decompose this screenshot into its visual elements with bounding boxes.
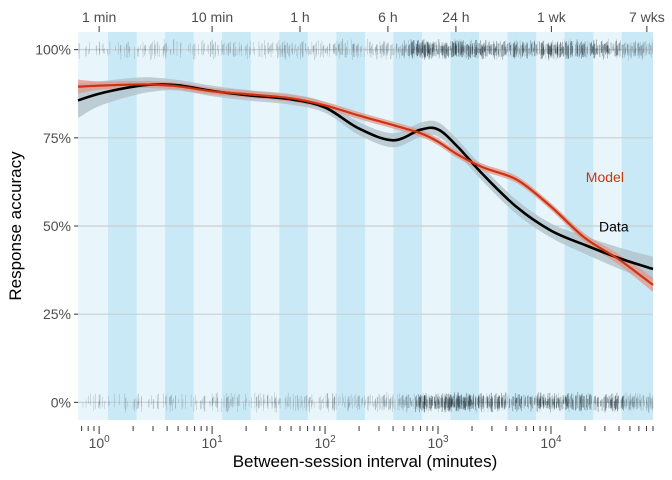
line-model [77,83,654,286]
rug-marks [78,38,654,413]
y-tick-label: 25% [43,306,71,322]
series-annotations: Model Data [586,169,629,234]
x-tick-label: 103 [427,434,449,451]
x-tick-label: 101 [202,434,224,451]
series-lines [77,83,654,286]
y-axis-title: Response accuracy [6,151,25,301]
x-tick-label: 100 [89,434,111,451]
top-tick-label: 1 h [290,9,309,25]
axes: 0% 25% 50% 75% 100% 100 101 102 103 104 1 min 10 mi… [35,9,665,451]
y-tick-label: 75% [43,130,71,146]
x-tick-label: 102 [314,434,336,451]
top-tick-label: 1 min [82,9,116,25]
top-tick-label: 6 h [378,9,397,25]
y-tick-label: 100% [35,42,71,58]
x-axis-title: Between-session interval (minutes) [233,452,498,471]
top-tick-label: 1 wk [537,9,567,25]
annotation-data: Data [599,218,629,234]
top-tick-label: 7 wks [629,9,665,25]
top-tick-label: 10 min [191,9,233,25]
x-tick-label: 104 [540,434,562,451]
top-tick-label: 24 h [442,9,469,25]
annotation-model: Model [586,169,624,185]
y-tick-label: 0% [51,394,71,410]
y-tick-label: 50% [43,218,71,234]
